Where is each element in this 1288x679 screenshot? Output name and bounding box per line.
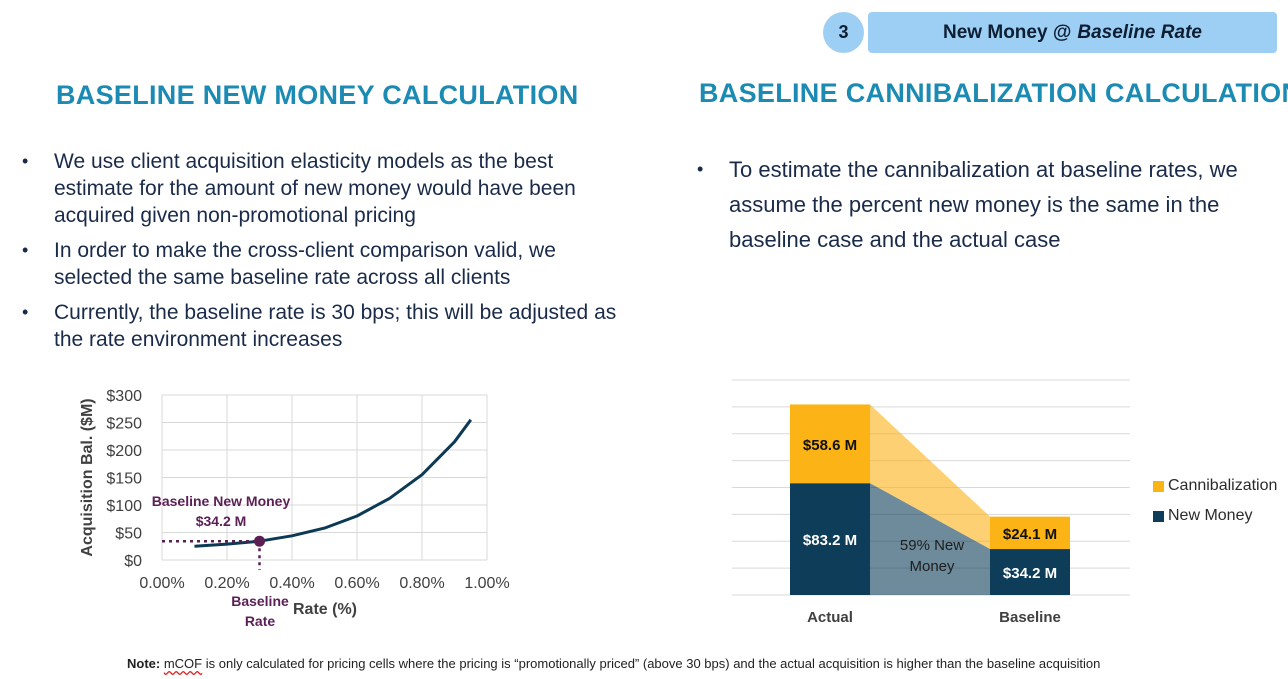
bullet-item: We use client acquisition elasticity mod… xyxy=(22,148,622,229)
baseline-rate-label-line1: Baseline xyxy=(231,593,289,609)
section-header: New Money @ Baseline Rate xyxy=(868,12,1277,53)
acquisition-elasticity-chart: $0 $50 $100 $150 $200 $250 $300 0.00% 0.20% 0.40%… xyxy=(79,388,510,629)
annotation-value: $34.2 M xyxy=(196,513,247,529)
data-label-cannibalization: $24.1 M xyxy=(1003,526,1057,543)
note-term: mCOF xyxy=(163,656,203,671)
step-number-badge: 3 xyxy=(823,12,864,53)
y-tick-label: $100 xyxy=(106,498,142,515)
header-label-prefix: New Money @ xyxy=(943,21,1072,43)
annotation-label: Baseline New Money xyxy=(152,493,291,509)
y-tick-label: $150 xyxy=(106,471,142,488)
x-tick-label: 0.60% xyxy=(334,575,379,592)
x-tick-label: 0.20% xyxy=(204,575,249,592)
x-tick-label: 0.00% xyxy=(139,575,184,592)
baseline-point xyxy=(254,535,265,547)
bar-cannibalization xyxy=(990,516,1070,550)
legend-label: New Money xyxy=(1168,507,1253,524)
legend-label: Cannibalization xyxy=(1168,477,1278,494)
bullet-item: To estimate the cannibalization at basel… xyxy=(697,152,1287,257)
category-label: Actual xyxy=(807,609,853,626)
y-axis-title: Acquisition Bal. ($M) xyxy=(79,398,96,556)
note-label: Note: xyxy=(127,656,161,671)
y-tick-label: $200 xyxy=(106,443,142,460)
header-label-emphasis: Baseline Rate xyxy=(1077,21,1202,43)
bar-cannibalization xyxy=(790,404,870,484)
bullet-item: Currently, the baseline rate is 30 bps; … xyxy=(22,299,622,353)
x-tick-label: 0.40% xyxy=(269,575,314,592)
series-line xyxy=(194,418,473,548)
right-section-title: BASELINE CANNIBALIZATION CALCULATION xyxy=(699,78,1288,108)
data-label-new-money: $83.2 M xyxy=(803,532,857,549)
cannibalization-connector xyxy=(870,404,990,550)
data-label-cannibalization: $58.6 M xyxy=(803,437,857,454)
footnote: Note: mCOF is only calculated for pricin… xyxy=(127,656,1100,671)
connector-annotation-line1: 59% New xyxy=(900,537,964,554)
legend-swatch xyxy=(1153,510,1164,522)
y-tick-label: $0 xyxy=(124,553,142,570)
x-tick-label: 0.80% xyxy=(399,575,444,592)
legend-swatch xyxy=(1153,480,1164,492)
bar-new-money xyxy=(990,549,1070,595)
left-bullet-list: We use client acquisition elasticity mod… xyxy=(22,148,622,361)
bar-new-money xyxy=(790,483,870,595)
y-tick-label: $250 xyxy=(106,416,142,433)
right-bullet-list: To estimate the cannibalization at basel… xyxy=(697,152,1287,257)
legend-item-new-money: New Money xyxy=(1153,507,1252,525)
y-tick-label: $300 xyxy=(106,388,142,405)
bullet-item: In order to make the cross-client compar… xyxy=(22,237,622,291)
x-axis-title: Rate (%) xyxy=(293,601,357,618)
category-label: Baseline xyxy=(999,609,1061,626)
cannibalization-bar-chart: $83.2 M $58.6 M Actual $34.2 M $24.1 M Baseli… xyxy=(732,379,1130,626)
baseline-rate-label-line2: Rate xyxy=(245,613,276,629)
left-section-title: BASELINE NEW MONEY CALCULATION xyxy=(56,80,579,110)
note-text: is only calculated for pricing cells whe… xyxy=(202,656,1101,671)
x-tick-label: 1.00% xyxy=(464,575,509,592)
new-money-connector xyxy=(870,483,990,595)
legend-item-cannibalization: Cannibalization xyxy=(1153,477,1277,495)
data-label-new-money: $34.2 M xyxy=(1003,565,1057,582)
y-tick-label: $50 xyxy=(115,526,142,543)
connector-annotation-line2: Money xyxy=(909,558,955,575)
